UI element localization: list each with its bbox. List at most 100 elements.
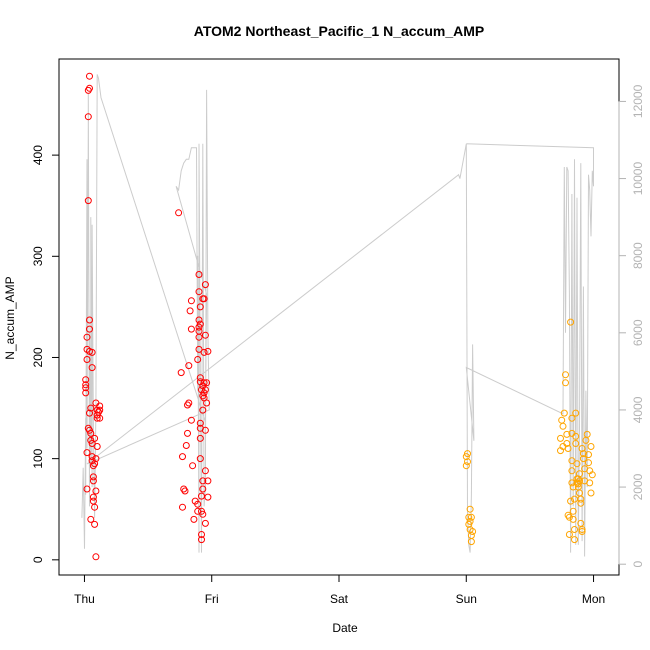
data-point bbox=[462, 462, 470, 470]
data-point bbox=[184, 429, 191, 437]
data-point bbox=[86, 316, 93, 324]
y-axis-label: N_accum_AMP bbox=[3, 276, 17, 359]
y-right-tick-label: 12000 bbox=[631, 84, 645, 118]
data-point bbox=[583, 430, 591, 438]
data-point bbox=[88, 348, 96, 356]
data-point bbox=[201, 467, 209, 475]
background-line-layer bbox=[81, 74, 594, 557]
data-point bbox=[200, 379, 208, 387]
data-point bbox=[469, 528, 477, 535]
data-point bbox=[89, 477, 97, 485]
x-axis-label: Date bbox=[332, 621, 358, 635]
data-point bbox=[198, 492, 205, 500]
data-point bbox=[572, 409, 580, 417]
data-point bbox=[588, 471, 596, 479]
data-point bbox=[87, 436, 95, 444]
data-point bbox=[93, 443, 101, 450]
data-point bbox=[196, 455, 204, 463]
data-point bbox=[82, 381, 90, 389]
data-point bbox=[86, 409, 93, 417]
y-axis-left: 0 100 200 300 400 bbox=[31, 145, 60, 563]
data-point bbox=[467, 513, 475, 521]
data-point bbox=[563, 430, 571, 438]
data-point bbox=[91, 520, 99, 528]
points-layer bbox=[82, 72, 596, 561]
data-point bbox=[89, 473, 97, 481]
data-point bbox=[201, 386, 209, 394]
data-point bbox=[89, 493, 97, 501]
data-point bbox=[83, 333, 91, 341]
data-point bbox=[467, 538, 475, 546]
y-right-tick-label: 10000 bbox=[631, 162, 645, 196]
data-point bbox=[196, 303, 204, 311]
data-point bbox=[182, 442, 190, 449]
data-point bbox=[587, 489, 595, 497]
data-point bbox=[187, 325, 195, 333]
data-point bbox=[577, 499, 585, 507]
data-point bbox=[560, 409, 568, 417]
data-point bbox=[82, 384, 90, 392]
data-point bbox=[83, 356, 91, 363]
y-left-tick-label: 200 bbox=[31, 347, 45, 367]
data-point bbox=[180, 485, 188, 493]
data-point bbox=[87, 404, 95, 412]
y-right-tick-label: 0 bbox=[631, 561, 645, 568]
data-point bbox=[204, 347, 212, 355]
chart-title: ATOM2 Northeast_Pacific_1 N_accum_AMP bbox=[194, 23, 484, 39]
data-point bbox=[201, 519, 209, 527]
x-axis: Thu Fri Sat Sun Mon bbox=[74, 574, 605, 606]
data-point bbox=[196, 320, 204, 328]
y-left-tick-label: 400 bbox=[31, 145, 45, 165]
y-right-tick-label: 4000 bbox=[631, 396, 645, 423]
y-left-tick-label: 100 bbox=[31, 448, 45, 468]
data-point bbox=[86, 72, 93, 80]
data-point bbox=[87, 429, 95, 437]
data-point bbox=[571, 526, 578, 533]
data-point bbox=[184, 401, 191, 409]
data-point bbox=[201, 281, 209, 289]
y-right-tick-label: 6000 bbox=[631, 319, 645, 346]
plot-frame bbox=[58, 58, 620, 576]
data-point bbox=[559, 422, 567, 430]
data-point bbox=[563, 440, 571, 447]
data-point bbox=[572, 440, 580, 447]
data-point bbox=[195, 288, 203, 296]
data-point bbox=[578, 445, 586, 452]
data-point bbox=[585, 459, 592, 467]
data-point bbox=[568, 467, 576, 475]
data-point bbox=[199, 477, 207, 485]
data-point bbox=[201, 331, 209, 339]
x-tick-label: Fri bbox=[205, 592, 219, 606]
data-point bbox=[568, 479, 576, 487]
data-point bbox=[569, 507, 577, 515]
x-tick-label: Mon bbox=[582, 592, 605, 606]
data-point bbox=[177, 369, 185, 377]
data-point bbox=[567, 497, 575, 505]
data-point bbox=[86, 325, 93, 333]
data-point bbox=[87, 515, 95, 523]
data-point bbox=[464, 450, 471, 458]
data-point bbox=[466, 517, 474, 525]
data-point bbox=[198, 536, 205, 544]
data-point bbox=[200, 389, 208, 397]
data-point bbox=[564, 511, 572, 519]
data-point bbox=[195, 327, 203, 335]
data-point bbox=[190, 515, 198, 523]
data-point bbox=[82, 376, 90, 384]
data-point bbox=[562, 379, 569, 387]
data-point bbox=[88, 453, 96, 461]
data-point bbox=[194, 500, 202, 508]
data-point bbox=[96, 402, 104, 410]
data-point bbox=[86, 426, 93, 434]
data-point bbox=[175, 209, 183, 217]
data-point bbox=[195, 316, 203, 324]
background-series-line bbox=[81, 74, 594, 557]
data-point bbox=[186, 307, 194, 315]
data-point bbox=[96, 406, 104, 414]
x-tick-label: Sun bbox=[456, 592, 477, 606]
y-right-tick-label: 2000 bbox=[631, 473, 645, 500]
data-point bbox=[196, 434, 204, 442]
x-tick-label: Sat bbox=[330, 592, 349, 606]
data-point bbox=[92, 553, 100, 561]
